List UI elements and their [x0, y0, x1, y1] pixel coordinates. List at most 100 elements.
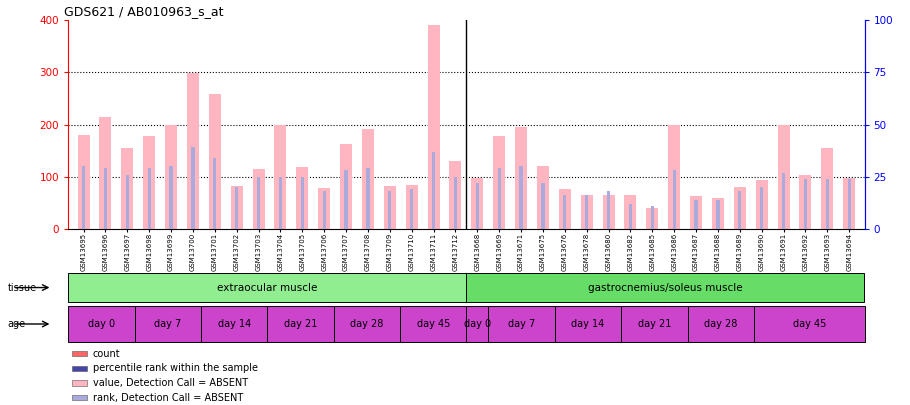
Bar: [646, 208, 658, 229]
Bar: [165, 125, 177, 229]
Bar: [520, 166, 522, 229]
Bar: [169, 166, 173, 229]
Bar: [297, 167, 308, 229]
Text: day 21: day 21: [638, 319, 671, 329]
Bar: [622, 306, 688, 342]
Text: rank, Detection Call = ABSENT: rank, Detection Call = ABSENT: [93, 393, 243, 403]
Bar: [541, 183, 544, 229]
Bar: [799, 175, 812, 229]
Bar: [559, 189, 571, 229]
Bar: [77, 135, 89, 229]
Bar: [782, 173, 785, 229]
Bar: [322, 191, 326, 229]
Text: day 14: day 14: [571, 319, 604, 329]
Bar: [602, 195, 614, 229]
Bar: [99, 117, 111, 229]
Bar: [755, 180, 768, 229]
Text: gastrocnemius/soleus muscle: gastrocnemius/soleus muscle: [588, 283, 743, 292]
Text: day 7: day 7: [154, 319, 181, 329]
Bar: [213, 158, 217, 229]
Bar: [466, 273, 864, 302]
Bar: [318, 188, 330, 229]
Bar: [344, 171, 348, 229]
Bar: [844, 178, 855, 229]
Bar: [201, 306, 268, 342]
Bar: [454, 177, 457, 229]
Bar: [72, 366, 86, 371]
Bar: [410, 189, 413, 229]
Bar: [72, 395, 86, 400]
Bar: [432, 151, 435, 229]
Bar: [466, 306, 489, 342]
Bar: [738, 191, 742, 229]
Bar: [428, 26, 440, 229]
Bar: [555, 306, 622, 342]
Text: day 28: day 28: [704, 319, 737, 329]
Bar: [126, 175, 129, 229]
Bar: [147, 168, 151, 229]
Bar: [72, 351, 86, 356]
Bar: [191, 147, 195, 229]
Bar: [489, 306, 555, 342]
Bar: [651, 206, 654, 229]
Text: day 28: day 28: [350, 319, 383, 329]
Bar: [406, 185, 418, 229]
Bar: [672, 171, 676, 229]
Bar: [135, 306, 201, 342]
Bar: [563, 196, 567, 229]
Bar: [471, 178, 483, 229]
Text: day 7: day 7: [508, 319, 535, 329]
Bar: [585, 196, 589, 229]
Bar: [253, 169, 265, 229]
Bar: [389, 191, 391, 229]
Bar: [668, 125, 680, 229]
Bar: [753, 306, 864, 342]
Text: value, Detection Call = ABSENT: value, Detection Call = ABSENT: [93, 378, 248, 388]
Bar: [733, 187, 746, 229]
Bar: [624, 195, 636, 229]
Bar: [498, 168, 501, 229]
Bar: [804, 179, 807, 229]
Bar: [366, 168, 369, 229]
Bar: [847, 179, 851, 229]
Bar: [235, 187, 238, 229]
Text: age: age: [7, 319, 25, 329]
Bar: [187, 73, 199, 229]
Bar: [493, 136, 505, 229]
Bar: [688, 306, 753, 342]
Bar: [476, 183, 479, 229]
Bar: [822, 148, 834, 229]
Text: day 45: day 45: [417, 319, 450, 329]
Bar: [121, 148, 134, 229]
Text: GDS621 / AB010963_s_at: GDS621 / AB010963_s_at: [65, 5, 224, 18]
Bar: [384, 185, 396, 229]
Bar: [82, 166, 86, 229]
Text: percentile rank within the sample: percentile rank within the sample: [93, 363, 258, 373]
Bar: [68, 273, 466, 302]
Bar: [257, 177, 260, 229]
Bar: [450, 161, 461, 229]
Text: day 0: day 0: [88, 319, 115, 329]
Bar: [712, 198, 724, 229]
Bar: [607, 191, 611, 229]
Bar: [400, 306, 466, 342]
Text: day 21: day 21: [284, 319, 318, 329]
Bar: [690, 196, 703, 229]
Text: extraocular muscle: extraocular muscle: [217, 283, 318, 292]
Bar: [230, 185, 243, 229]
Bar: [208, 94, 221, 229]
Bar: [268, 306, 334, 342]
Text: day 45: day 45: [793, 319, 826, 329]
Bar: [278, 177, 282, 229]
Bar: [362, 129, 374, 229]
Bar: [760, 187, 763, 229]
Text: tissue: tissue: [7, 283, 36, 292]
Bar: [143, 136, 156, 229]
Text: count: count: [93, 349, 120, 359]
Bar: [537, 166, 549, 229]
Bar: [334, 306, 400, 342]
Bar: [104, 168, 107, 229]
Bar: [300, 177, 304, 229]
Bar: [629, 204, 632, 229]
Text: day 0: day 0: [464, 319, 491, 329]
